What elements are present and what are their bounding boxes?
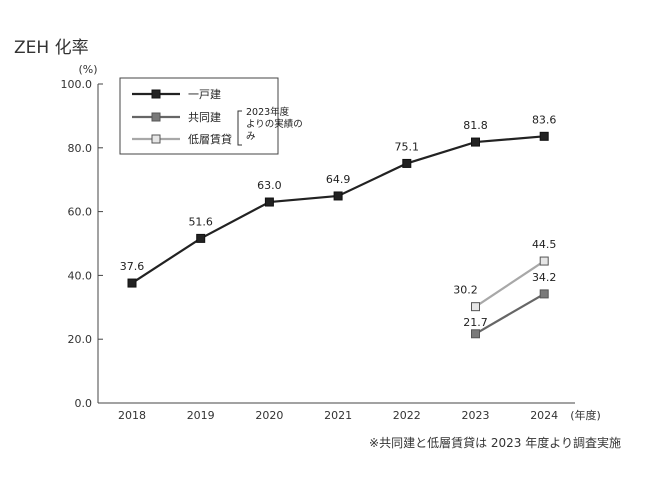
y-tick-label: 60.0: [68, 206, 93, 219]
data-point: [471, 302, 480, 312]
data-point: [402, 158, 412, 168]
legend-bracket: [237, 110, 242, 146]
y-tick-label: 20.0: [68, 333, 93, 346]
data-label: 44.5: [532, 238, 557, 251]
chart-title: ZEH 化率: [14, 38, 89, 58]
data-label: 81.8: [463, 119, 488, 132]
legend-note-line: 2023年度: [246, 106, 290, 118]
data-point: [539, 256, 549, 266]
data-point: [333, 191, 343, 201]
x-tick-label: 2023: [462, 409, 490, 422]
x-tick-label: 2022: [393, 409, 421, 422]
series-line-1: [131, 135, 545, 284]
legend-label: 低層賃貸: [188, 132, 232, 146]
data-point: [196, 233, 206, 243]
series-line-3: [474, 260, 545, 308]
y-tick-label: 40.0: [68, 269, 93, 282]
y-tick-label: 100.0: [61, 78, 93, 91]
x-tick-label: 2021: [324, 409, 352, 422]
legend-note-line: み: [246, 131, 256, 142]
data-point: [539, 289, 549, 299]
y-axis-label: (%): [78, 63, 97, 76]
data-point: [539, 131, 549, 141]
legend-marker: [151, 134, 161, 144]
data-point: [127, 278, 137, 288]
y-tick-label: 0.0: [75, 397, 93, 410]
legend-label: 一戸建: [188, 87, 221, 101]
data-label: 75.1: [395, 140, 420, 153]
x-axis-label: (年度): [570, 408, 601, 422]
legend-marker: [151, 112, 161, 122]
data-label: 83.6: [532, 113, 557, 126]
data-point: [264, 197, 274, 207]
x-tick-label: 2020: [255, 409, 283, 422]
data-label: 64.9: [326, 173, 351, 186]
y-tick-label: 80.0: [68, 142, 93, 155]
x-tick-label: 2018: [118, 409, 146, 422]
footnote: ※共同建と低層賃貸は 2023 年度より調査実施: [369, 436, 621, 450]
data-point: [471, 137, 480, 147]
x-tick-label: 2024: [530, 409, 558, 422]
data-label: 34.2: [532, 271, 557, 284]
series-line-2: [474, 292, 545, 335]
legend-marker: [151, 89, 161, 99]
data-label: 21.7: [463, 316, 488, 329]
legend-note-line: よりの実績の: [246, 118, 303, 130]
data-point: [471, 329, 480, 339]
x-tick-label: 2019: [187, 409, 215, 422]
data-label: 51.6: [188, 215, 213, 228]
data-label: 30.2: [453, 284, 478, 297]
data-label: 37.6: [120, 260, 145, 273]
data-label: 63.0: [257, 179, 282, 192]
legend-label: 共同建: [188, 110, 221, 124]
